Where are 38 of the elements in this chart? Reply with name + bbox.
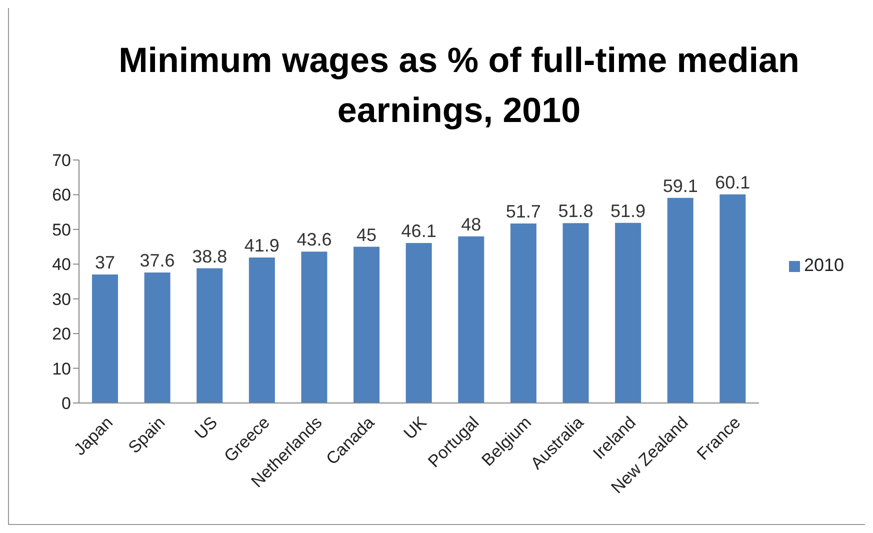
data-label: 51.7 — [506, 202, 541, 222]
bar — [458, 236, 484, 403]
data-label: 51.9 — [610, 200, 646, 221]
bar — [510, 224, 536, 403]
y-tick-label: 0 — [62, 394, 71, 414]
y-tick-label: 10 — [52, 359, 71, 378]
data-label: 37.6 — [140, 250, 175, 270]
bar — [301, 252, 328, 403]
y-tick-label: 70 — [52, 151, 71, 170]
y-tick-label: 50 — [52, 220, 71, 240]
x-tick-label: UK — [400, 412, 431, 444]
data-label: 37 — [94, 252, 116, 273]
x-tick-label: US — [190, 412, 222, 444]
legend-label: 2010 — [804, 255, 844, 275]
data-label: 60.1 — [715, 172, 750, 192]
data-label: 46.1 — [401, 220, 436, 241]
bar — [615, 222, 642, 403]
bar — [562, 223, 589, 403]
data-label: 48 — [461, 214, 482, 234]
data-label: 45 — [356, 224, 377, 245]
bar — [720, 194, 746, 403]
bar — [196, 268, 223, 403]
bar — [144, 272, 170, 403]
data-label: 59.1 — [662, 176, 698, 196]
y-tick-label: 60 — [52, 186, 71, 205]
data-label: 51.8 — [558, 201, 594, 222]
data-label: 38.8 — [192, 246, 228, 266]
y-tick-label: 30 — [52, 290, 71, 309]
chart-title: Minimum wages as % of full-time median earnings, 2010 — [118, 40, 800, 132]
y-tick-label: 40 — [52, 255, 71, 274]
data-label: 41.9 — [244, 236, 280, 256]
bar — [248, 258, 275, 403]
bar — [92, 274, 118, 403]
bar — [667, 198, 694, 403]
data-label: 43.6 — [296, 230, 332, 250]
y-tick-label: 20 — [52, 324, 71, 344]
bar — [406, 242, 432, 403]
bar — [354, 246, 380, 403]
